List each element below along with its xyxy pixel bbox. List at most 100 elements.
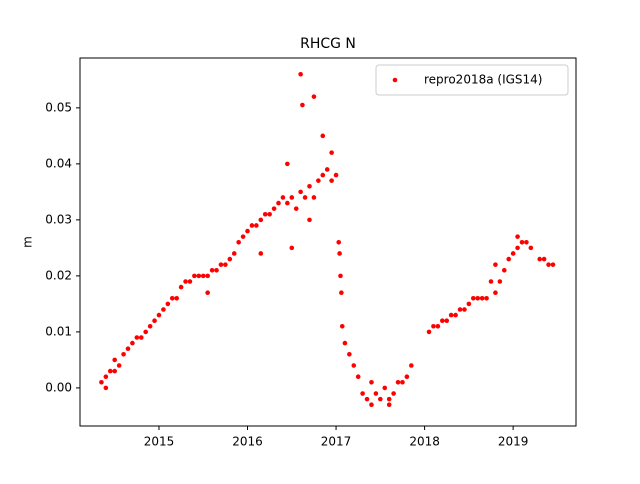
data-point — [369, 402, 374, 408]
data-point — [183, 279, 188, 284]
x-tick-label: 2015 — [144, 435, 175, 449]
y-tick-label: 0.04 — [45, 156, 72, 170]
data-point — [147, 323, 153, 329]
data-point — [324, 167, 330, 172]
data-point — [107, 368, 113, 374]
data-point — [254, 223, 259, 228]
data-point — [462, 307, 467, 312]
data-point — [391, 391, 396, 396]
data-point — [466, 301, 472, 307]
x-tick-label: 2016 — [232, 435, 263, 449]
data-point — [470, 295, 476, 301]
x-tick-label: 2019 — [498, 435, 529, 449]
data-point — [364, 396, 370, 402]
data-point — [484, 295, 489, 301]
data-point — [293, 206, 299, 211]
data-point — [112, 357, 118, 363]
data-point — [178, 284, 184, 290]
data-point — [515, 245, 520, 251]
data-point — [395, 380, 401, 385]
plot-frame — [79, 57, 577, 427]
data-point — [99, 380, 104, 385]
data-point — [506, 256, 512, 262]
data-point — [134, 335, 140, 340]
data-point — [320, 133, 326, 139]
data-point — [479, 295, 485, 301]
data-point — [289, 245, 295, 251]
data-point — [311, 94, 317, 99]
data-point — [360, 391, 365, 396]
data-point — [267, 211, 272, 217]
data-point — [339, 323, 345, 329]
data-point — [125, 346, 131, 352]
data-point — [143, 329, 148, 335]
data-point — [276, 200, 281, 206]
data-point — [262, 211, 268, 217]
data-point — [515, 234, 520, 239]
data-point — [453, 312, 458, 318]
data-point — [448, 312, 454, 318]
data-point — [537, 256, 542, 262]
data-point — [285, 161, 290, 167]
data-point — [355, 374, 361, 380]
data-point — [174, 295, 179, 301]
legend-box — [375, 64, 569, 96]
data-point — [187, 279, 193, 284]
data-point — [329, 150, 334, 155]
data-point — [342, 340, 348, 346]
data-point — [373, 391, 379, 396]
data-point — [236, 239, 241, 245]
data-point — [488, 279, 494, 284]
data-point — [240, 234, 246, 239]
y-tick-label: 0.03 — [45, 212, 72, 226]
data-point — [218, 262, 224, 267]
data-point — [426, 329, 432, 335]
data-point — [227, 256, 233, 262]
data-point — [501, 267, 507, 273]
data-point — [258, 217, 264, 223]
data-point — [130, 340, 135, 346]
data-point — [307, 183, 312, 189]
data-point — [169, 295, 175, 301]
data-point — [546, 262, 551, 267]
y-axis-label: m — [21, 236, 35, 248]
data-point — [161, 307, 166, 312]
data-point — [300, 102, 305, 108]
data-point — [192, 273, 197, 279]
chart-title: RHCG N — [300, 36, 356, 52]
data-point — [338, 273, 343, 279]
data-point — [200, 273, 206, 279]
data-point — [205, 290, 210, 295]
data-point — [320, 172, 326, 178]
data-point — [307, 217, 312, 223]
data-point — [311, 195, 317, 200]
data-point — [209, 267, 215, 273]
data-point — [138, 335, 144, 340]
data-point — [112, 368, 118, 374]
data-point — [271, 206, 277, 211]
data-point — [152, 318, 157, 323]
data-point — [298, 71, 303, 77]
data-point — [258, 251, 264, 256]
data-point — [369, 380, 374, 385]
y-tick-label: 0.00 — [45, 380, 72, 394]
data-point — [156, 312, 162, 318]
data-point — [336, 239, 342, 245]
x-tick-label: 2017 — [321, 435, 352, 449]
data-point — [337, 251, 342, 256]
data-point — [528, 245, 534, 251]
y-tick-label: 0.02 — [45, 268, 72, 282]
data-point — [400, 380, 405, 385]
data-point — [541, 256, 547, 262]
data-point — [165, 301, 171, 307]
data-point — [116, 363, 122, 368]
legend-label: repro2018a (IGS14) — [424, 73, 542, 87]
data-point — [497, 279, 503, 284]
data-point — [440, 318, 445, 323]
data-point — [333, 172, 339, 178]
data-point — [285, 200, 290, 206]
data-point — [214, 267, 219, 273]
data-point — [550, 262, 556, 267]
data-point — [249, 223, 255, 228]
y-tick-label: 0.05 — [45, 100, 72, 114]
